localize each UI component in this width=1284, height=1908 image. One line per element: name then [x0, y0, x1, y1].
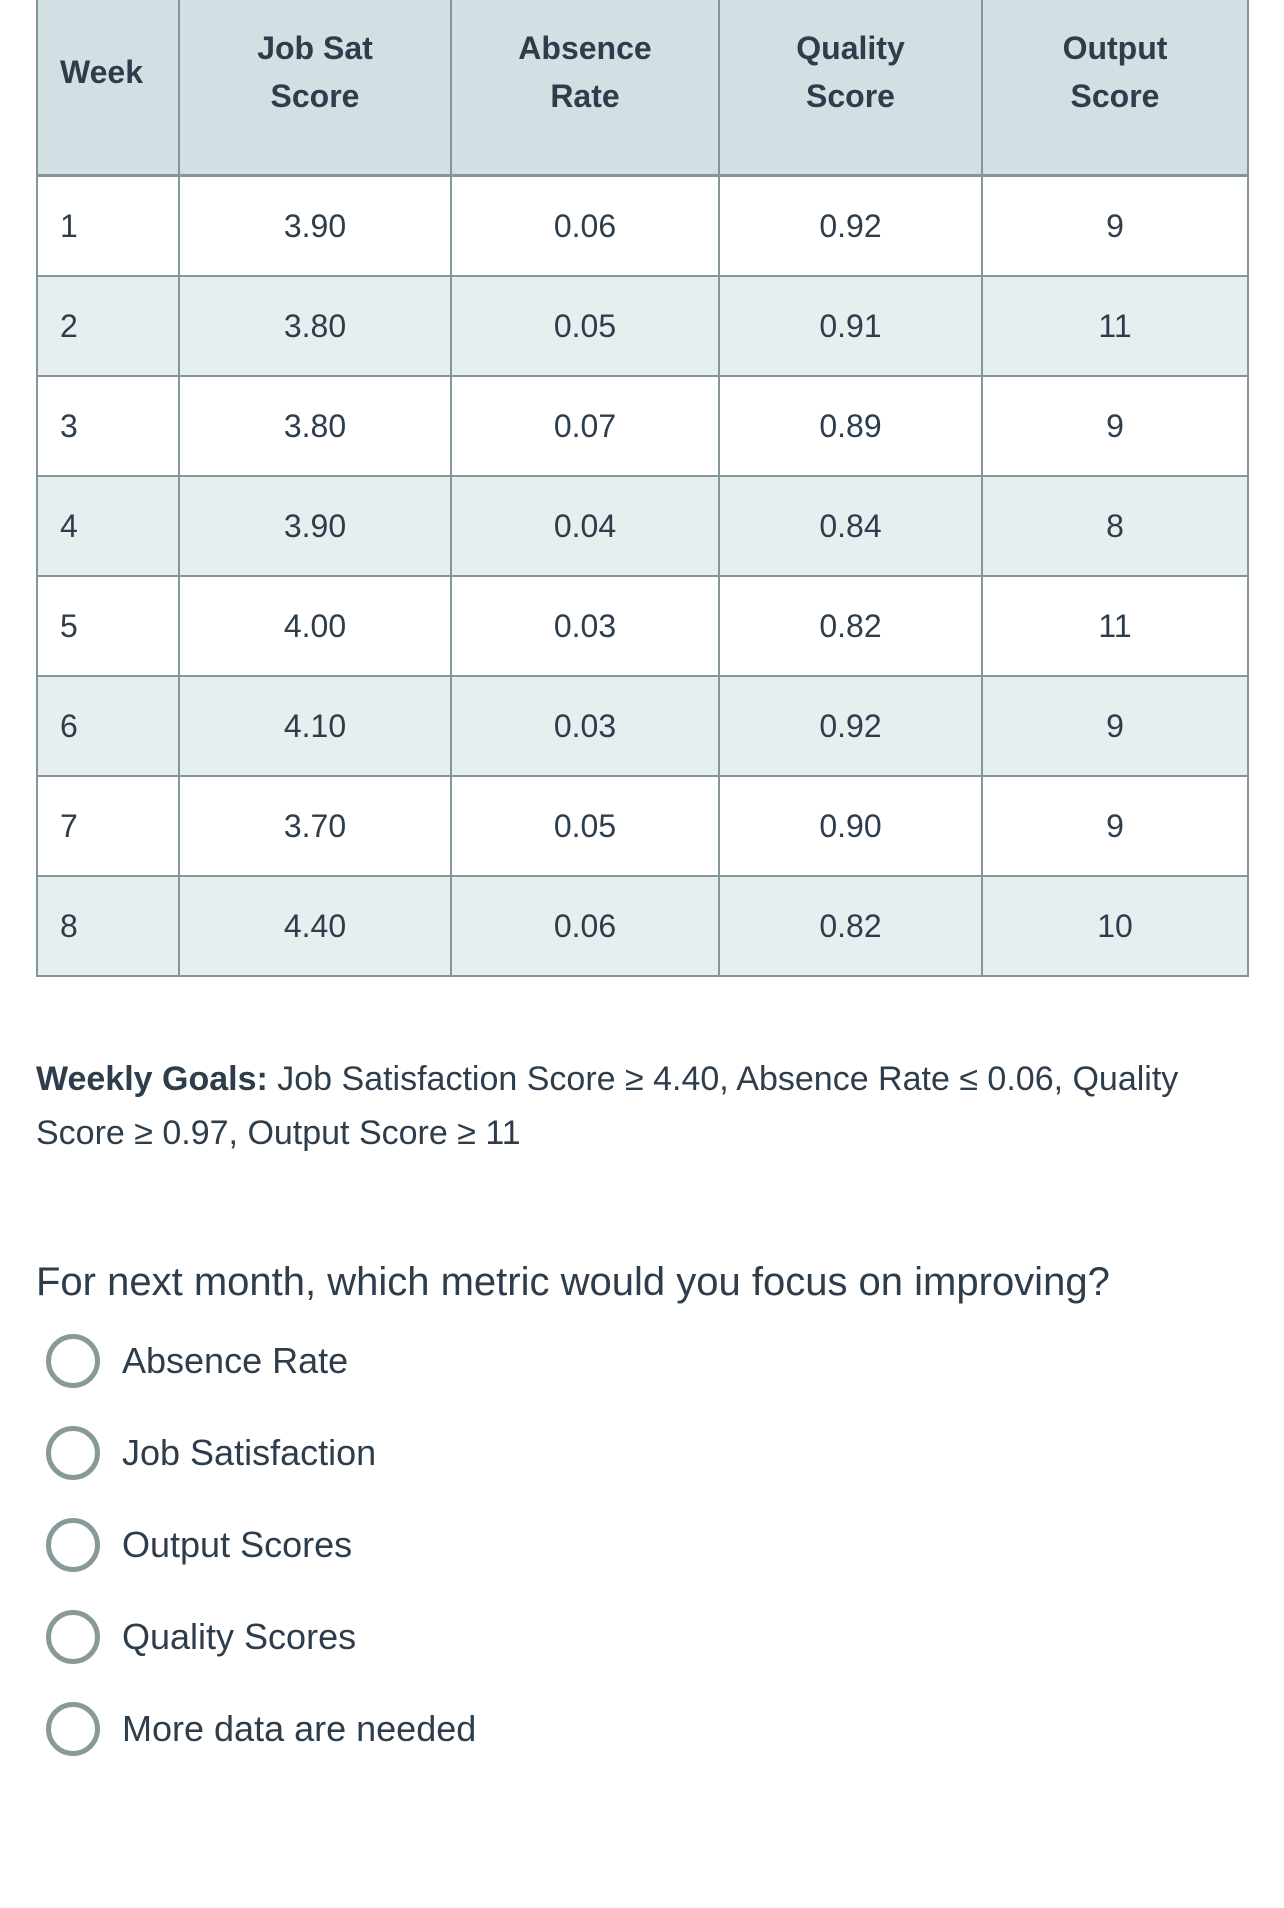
value-cell: 0.03	[450, 575, 720, 677]
option-item[interactable]: Quality Scores	[0, 1610, 1284, 1664]
radio-button-icon[interactable]	[46, 1518, 100, 1572]
value-cell: 0.92	[718, 174, 983, 277]
option-item[interactable]: More data are needed	[0, 1702, 1284, 1756]
value-cell: 4.40	[178, 875, 452, 977]
value-cell: 9	[981, 775, 1249, 877]
value-cell: 0.05	[450, 275, 720, 377]
value-cell: 0.07	[450, 375, 720, 477]
radio-button-icon[interactable]	[46, 1702, 100, 1756]
value-cell: 0.91	[718, 275, 983, 377]
value-cell: 0.92	[718, 675, 983, 777]
table-row: 5 4.00 0.03 0.82 11	[36, 575, 1249, 677]
column-header-job_sat: Job Sat Score	[178, 0, 452, 177]
column-header-quality: Quality Score	[718, 0, 983, 177]
table-header-row: Week Job Sat Score Absence Rate Quality Score O…	[36, 0, 1249, 177]
value-cell: 11	[981, 575, 1249, 677]
option-label: Output Scores	[122, 1524, 353, 1565]
value-cell: 4.00	[178, 575, 452, 677]
value-cell: 0.90	[718, 775, 983, 877]
weekly-goals-line1: Job Satisfaction Score ≥ 4.40, Absence R…	[267, 1060, 1179, 1098]
week-cell: 3	[36, 375, 180, 477]
value-cell: 0.82	[718, 575, 983, 677]
value-cell: 9	[981, 174, 1249, 277]
week-cell: 1	[36, 174, 180, 277]
column-header-absence: Absence Rate	[450, 0, 720, 177]
question-text: For next month, which metric would you f…	[36, 1260, 1110, 1304]
table-row: 6 4.10 0.03 0.92 9	[36, 675, 1249, 777]
column-header-output: Output Score	[981, 0, 1249, 177]
value-cell: 0.04	[450, 475, 720, 577]
weekly-goals-label: Weekly Goals:	[36, 1060, 268, 1098]
value-cell: 9	[981, 675, 1249, 777]
option-item[interactable]: Absence Rate	[0, 1334, 1284, 1388]
value-cell: 10	[981, 875, 1249, 977]
value-cell: 3.80	[178, 375, 452, 477]
value-cell: 9	[981, 375, 1249, 477]
table-row: 1 3.90 0.06 0.92 9	[36, 174, 1249, 277]
table-row: 8 4.40 0.06 0.82 10	[36, 875, 1249, 977]
table-body: 1 3.90 0.06 0.92 9 2 3.80 0.05 0.91 11 3 3.80 0.07 0.…	[36, 174, 1249, 977]
week-cell: 7	[36, 775, 180, 877]
option-label: Job Satisfaction	[122, 1432, 377, 1473]
option-item[interactable]: Job Satisfaction	[0, 1426, 1284, 1480]
options-list: Absence Rate Job Satisfaction Output Sco…	[0, 1334, 1284, 1756]
week-cell: 5	[36, 575, 180, 677]
value-cell: 4.10	[178, 675, 452, 777]
value-cell: 3.90	[178, 174, 452, 277]
weekly-goals-line2: Score ≥ 0.97, Output Score ≥ 11	[36, 1114, 521, 1152]
table-header: Week Job Sat Score Absence Rate Quality Score O…	[36, 0, 1249, 177]
table-row: 3 3.80 0.07 0.89 9	[36, 375, 1249, 477]
value-cell: 0.06	[450, 174, 720, 277]
weekly-metrics-table: Week Job Sat Score Absence Rate Quality Score O…	[36, 0, 1249, 977]
value-cell: 8	[981, 475, 1249, 577]
option-item[interactable]: Output Scores	[0, 1518, 1284, 1572]
table-row: 2 3.80 0.05 0.91 11	[36, 275, 1249, 377]
table-row: 4 3.90 0.04 0.84 8	[36, 475, 1249, 577]
radio-button-icon[interactable]	[46, 1334, 100, 1388]
value-cell: 3.90	[178, 475, 452, 577]
value-cell: 0.82	[718, 875, 983, 977]
value-cell: 0.03	[450, 675, 720, 777]
option-label: More data are needed	[122, 1708, 477, 1749]
radio-button-icon[interactable]	[46, 1426, 100, 1480]
table-row: 7 3.70 0.05 0.90 9	[36, 775, 1249, 877]
value-cell: 0.84	[718, 475, 983, 577]
week-cell: 2	[36, 275, 180, 377]
week-cell: 4	[36, 475, 180, 577]
value-cell: 0.05	[450, 775, 720, 877]
value-cell: 11	[981, 275, 1249, 377]
value-cell: 3.70	[178, 775, 452, 877]
value-cell: 0.06	[450, 875, 720, 977]
week-cell: 6	[36, 675, 180, 777]
option-label: Absence Rate	[122, 1340, 349, 1381]
radio-button-icon[interactable]	[46, 1610, 100, 1664]
option-label: Quality Scores	[122, 1616, 357, 1657]
week-cell: 8	[36, 875, 180, 977]
column-header-week: Week	[36, 0, 180, 177]
value-cell: 0.89	[718, 375, 983, 477]
value-cell: 3.80	[178, 275, 452, 377]
weekly-goals-text: Weekly Goals: Job Satisfaction Score ≥ 4…	[36, 1052, 1276, 1160]
